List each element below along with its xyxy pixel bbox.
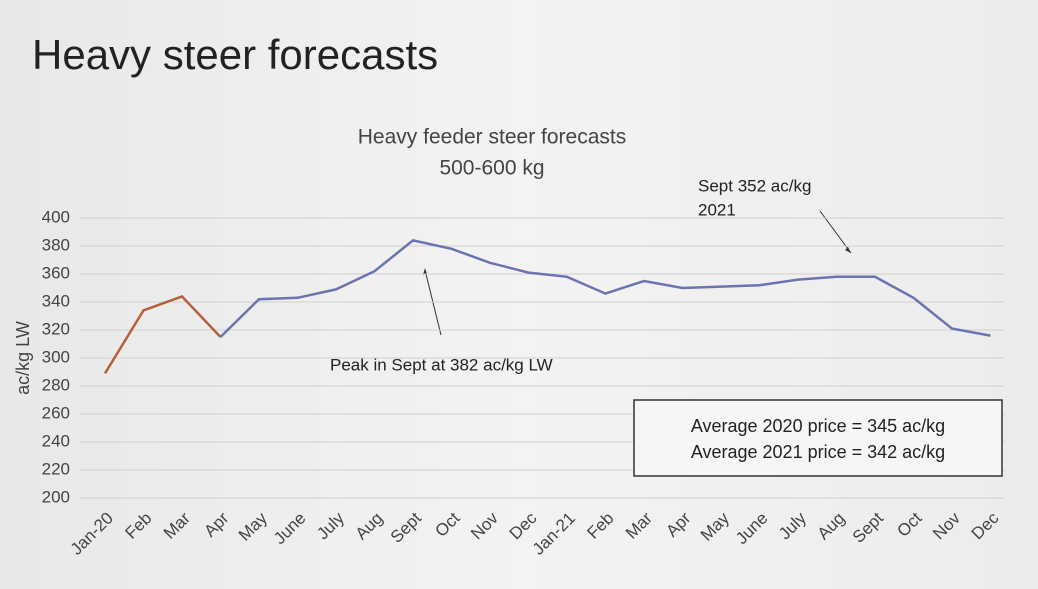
y-tick-label: 400	[42, 207, 70, 226]
x-tick-label: July	[775, 508, 810, 543]
y-tick-label: 220	[42, 459, 70, 478]
x-tick-label: June	[270, 509, 310, 549]
info-text: Average 2020 price = 345 ac/kg	[691, 416, 945, 436]
x-tick-label: Sept	[387, 508, 425, 546]
x-tick-label: Jan-21	[529, 509, 579, 559]
y-axis-label: ac/kg LW	[13, 321, 33, 395]
arrow-head	[423, 268, 427, 275]
line-series	[103, 294, 222, 375]
x-tick-label: Apr	[200, 508, 232, 540]
x-tick-label: June	[732, 509, 772, 549]
x-tick-label: Feb	[583, 509, 617, 543]
y-tick-label: 240	[42, 431, 70, 450]
chart-subtitle: 500-600 kg	[439, 157, 544, 180]
y-tick-label: 360	[42, 263, 70, 282]
y-tick-label: 300	[42, 347, 70, 366]
info-text: Average 2021 price = 342 ac/kg	[691, 442, 945, 462]
arrow-head	[845, 247, 851, 253]
arrow	[819, 210, 852, 254]
x-tick-label: Apr	[662, 508, 694, 540]
y-tick-label: 200	[42, 487, 70, 506]
y-tick-label: 380	[42, 235, 70, 254]
x-tick-label: Nov	[467, 508, 502, 543]
x-tick-label: Aug	[352, 509, 387, 544]
y-tick-label: 320	[42, 319, 70, 338]
x-tick-label: July	[313, 508, 348, 543]
x-tick-label: Jan-20	[67, 509, 117, 559]
x-tick-label: Nov	[929, 508, 964, 543]
x-tick-label: May	[235, 508, 271, 544]
x-tick-label: May	[697, 508, 733, 544]
info-box	[633, 399, 1003, 477]
annotation: Sept 352 ac/kg	[698, 176, 811, 195]
annotation: Peak in Sept at 382 ac/kg LW	[330, 355, 553, 374]
x-tick-label: Feb	[121, 509, 155, 543]
x-tick-label: Sept	[849, 508, 887, 546]
slide-title: Heavy steer forecasts	[32, 31, 438, 78]
y-tick-label: 260	[42, 403, 70, 422]
x-tick-label: Mar	[622, 508, 656, 542]
y-tick-label: 340	[42, 291, 70, 310]
x-tick-label: Oct	[431, 508, 463, 540]
x-tick-label: Dec	[968, 508, 1003, 543]
x-tick-label: Aug	[814, 509, 849, 544]
y-tick-label: 280	[42, 375, 70, 394]
line-series	[219, 239, 991, 338]
x-tick-label: Mar	[160, 508, 194, 542]
chart-title: Heavy feeder steer forecasts	[358, 126, 626, 149]
annotation: 2021	[698, 200, 736, 219]
x-tick-label: Oct	[893, 508, 925, 540]
